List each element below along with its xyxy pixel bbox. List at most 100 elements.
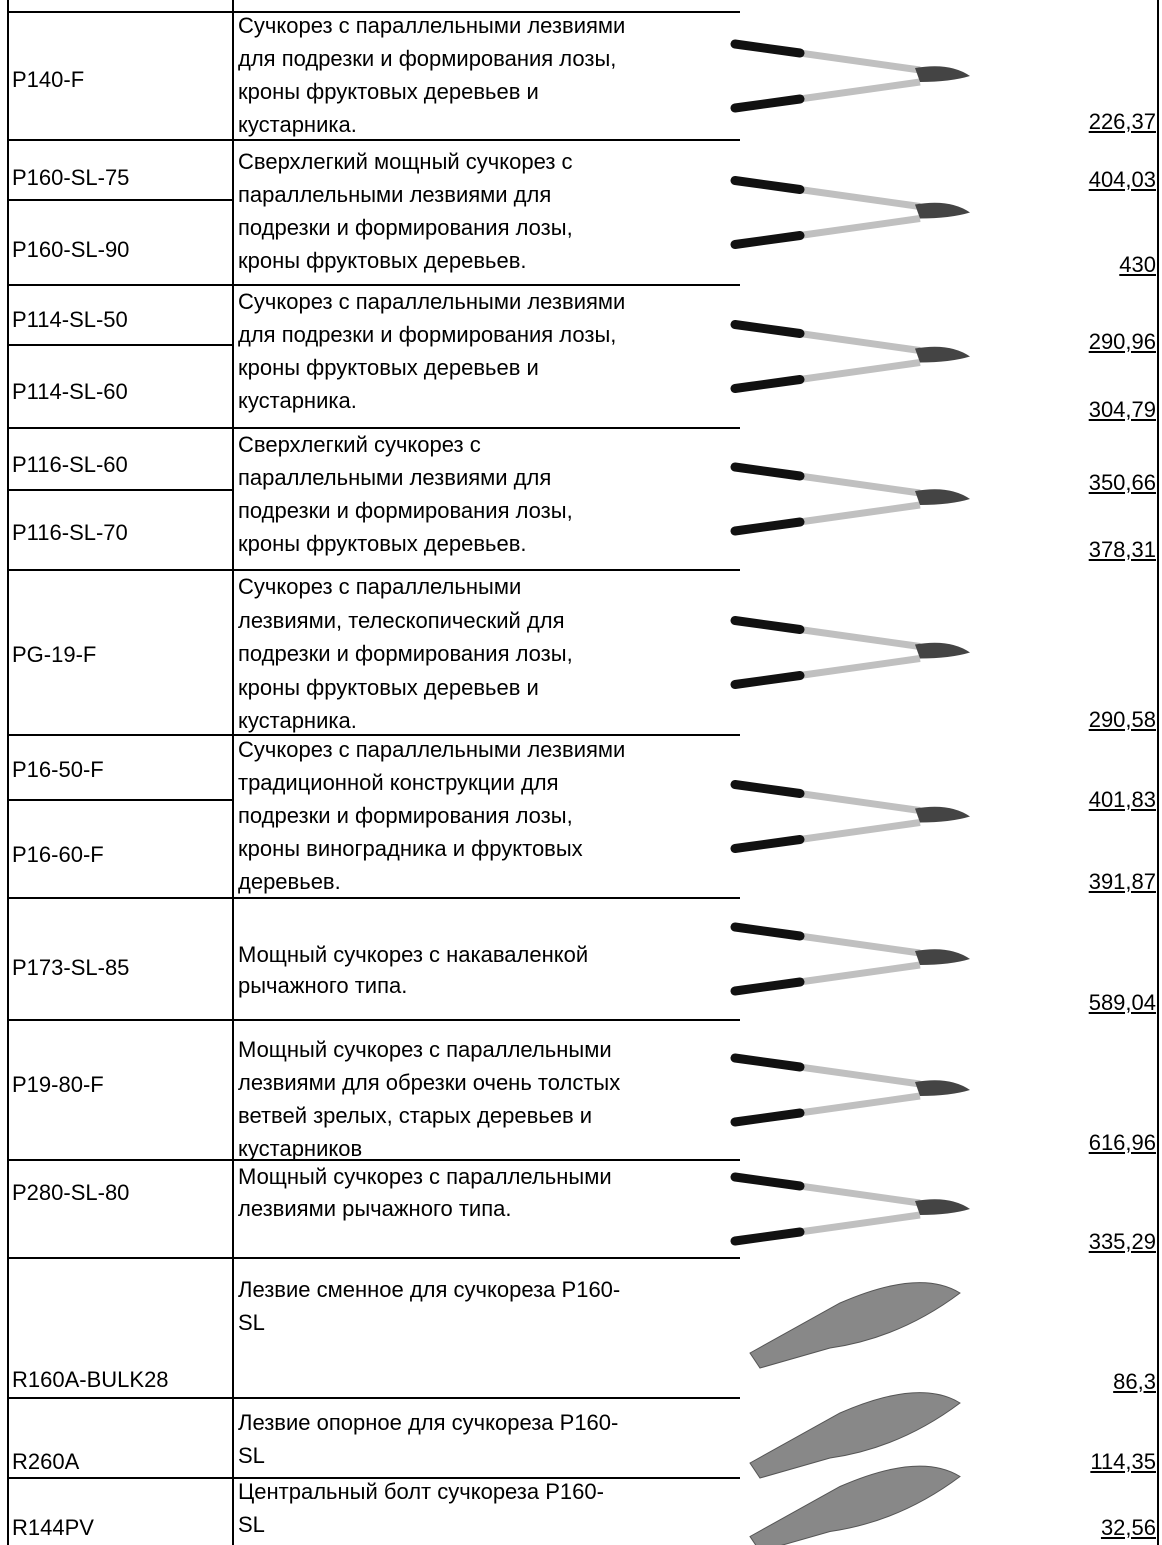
description-line: Сучкорез с параллельными лезвиями — [238, 13, 626, 38]
description-line: кроны фруктовых деревьев. — [238, 248, 527, 273]
product-image — [915, 202, 970, 219]
description-line: Сверхлегкий сучкорез с — [238, 432, 481, 457]
description-line: подрезки и формирования лозы, — [238, 215, 573, 240]
product-image — [730, 1227, 805, 1246]
price: 391,87 — [1088, 869, 1156, 894]
description-line: Лезвие опорное для сучкореза P160- — [238, 1410, 619, 1435]
product-image — [730, 517, 805, 536]
product-code: P280-SL-80 — [12, 1180, 130, 1205]
product-code: P116-SL-70 — [12, 520, 128, 545]
description-line: деревьев. — [238, 869, 341, 894]
description-line: параллельными лезвиями для — [238, 465, 552, 490]
product-image — [915, 346, 970, 363]
product-code: P16-60-F — [12, 842, 104, 867]
product-code: P19-80-F — [12, 1072, 104, 1097]
product-code: P116-SL-60 — [12, 452, 128, 477]
description-line: SL — [238, 1512, 265, 1537]
price: 430 — [1119, 252, 1156, 277]
description-line: кроны фруктовых деревьев и — [238, 79, 539, 104]
product-image — [915, 949, 970, 965]
description-line: для подрезки и формирования лозы, — [238, 322, 617, 347]
description-line: кустарников — [238, 1136, 363, 1161]
product-code: PG-19-F — [12, 642, 97, 667]
description-line: подрезки и формирования лозы, — [238, 498, 573, 523]
description-line: Центральный болт сучкореза P160- — [238, 1479, 604, 1504]
product-image — [749, 1282, 961, 1369]
description-line: SL — [238, 1310, 265, 1335]
price: 350,66 — [1088, 470, 1156, 495]
description-line: кустарника. — [238, 112, 357, 137]
product-code: R160A-BULK28 — [12, 1367, 169, 1392]
price: 114,35 — [1090, 1449, 1156, 1474]
price: 589,04 — [1088, 990, 1156, 1015]
product-image — [749, 1465, 961, 1545]
product-image — [915, 806, 970, 823]
description-line: Лезвие сменное для сучкореза P160- — [238, 1277, 621, 1302]
product-image — [730, 231, 805, 249]
price: 290,58 — [1088, 707, 1156, 732]
price: 404,03 — [1088, 167, 1156, 192]
price: 335,29 — [1088, 1229, 1156, 1254]
description-line: Сучкорез с параллельными лезвиями — [238, 737, 626, 762]
description-line: Мощный сучкорез с параллельными — [238, 1164, 612, 1189]
description-line: Сверхлегкий мощный сучкорез с — [238, 149, 573, 174]
description-line: параллельными лезвиями для — [238, 182, 552, 207]
description-line: Сучкорез с параллельными — [238, 574, 522, 599]
product-image — [730, 320, 805, 338]
product-image — [749, 1392, 961, 1479]
product-image — [730, 671, 805, 689]
description-line: SL — [238, 1443, 265, 1468]
description-line: рычажного типа. — [238, 973, 408, 998]
product-image — [730, 780, 805, 798]
description-line: кроны фруктовых деревьев и — [238, 355, 539, 380]
product-code: P140-F — [12, 67, 85, 92]
description-line: лезвиями для обрезки очень толстых — [238, 1070, 621, 1095]
product-image — [730, 39, 805, 58]
description-line: Мощный сучкорез с параллельными — [238, 1037, 612, 1062]
description-line: подрезки и формирования лозы, — [238, 641, 573, 666]
product-code: P160-SL-90 — [12, 237, 130, 262]
product-code: P16-50-F — [12, 757, 104, 782]
product-image — [730, 616, 805, 634]
description-line: Мощный сучкорез с накаваленкой — [238, 942, 589, 967]
product-image — [730, 1108, 805, 1127]
description-line: Сучкорез с параллельными лезвиями — [238, 289, 626, 314]
product-image — [730, 176, 805, 194]
product-code: R144PV — [12, 1515, 94, 1540]
description-line: кустарника. — [238, 708, 357, 733]
product-code: P173-SL-85 — [12, 955, 130, 980]
product-image — [915, 66, 970, 82]
description-line: лезвиями рычажного типа. — [238, 1196, 512, 1221]
product-image — [915, 642, 970, 659]
description-line: кустарника. — [238, 388, 357, 413]
description-line: ветвей зрелых, старых деревьев и — [238, 1103, 593, 1128]
description-line: лезвиями, телескопический для — [238, 607, 565, 633]
product-code: P160-SL-75 — [12, 165, 130, 190]
product-image — [730, 375, 805, 393]
product-image — [730, 922, 805, 941]
price: 290,96 — [1088, 329, 1156, 354]
price: 401,83 — [1088, 787, 1156, 812]
product-image — [730, 835, 805, 853]
product-code: P114-SL-50 — [12, 307, 128, 332]
price: 378,31 — [1088, 537, 1156, 562]
price: 616,96 — [1088, 1130, 1156, 1155]
product-code: R260A — [12, 1449, 80, 1474]
product-image — [730, 1172, 805, 1191]
product-image — [730, 94, 805, 113]
product-image — [730, 1053, 805, 1072]
product-image — [915, 489, 970, 505]
product-image — [730, 462, 805, 481]
product-code: P114-SL-60 — [12, 379, 128, 404]
product-image — [915, 1199, 970, 1215]
price: 32,56 — [1100, 1515, 1156, 1540]
product-image — [730, 977, 805, 996]
price: 226,37 — [1088, 109, 1156, 134]
price: 304,79 — [1088, 397, 1156, 422]
product-image — [915, 1080, 970, 1096]
description-line: кроны фруктовых деревьев. — [238, 531, 527, 556]
description-line: подрезки и формирования лозы, — [238, 803, 573, 828]
description-line: кроны виноградника и фруктовых — [238, 836, 583, 861]
